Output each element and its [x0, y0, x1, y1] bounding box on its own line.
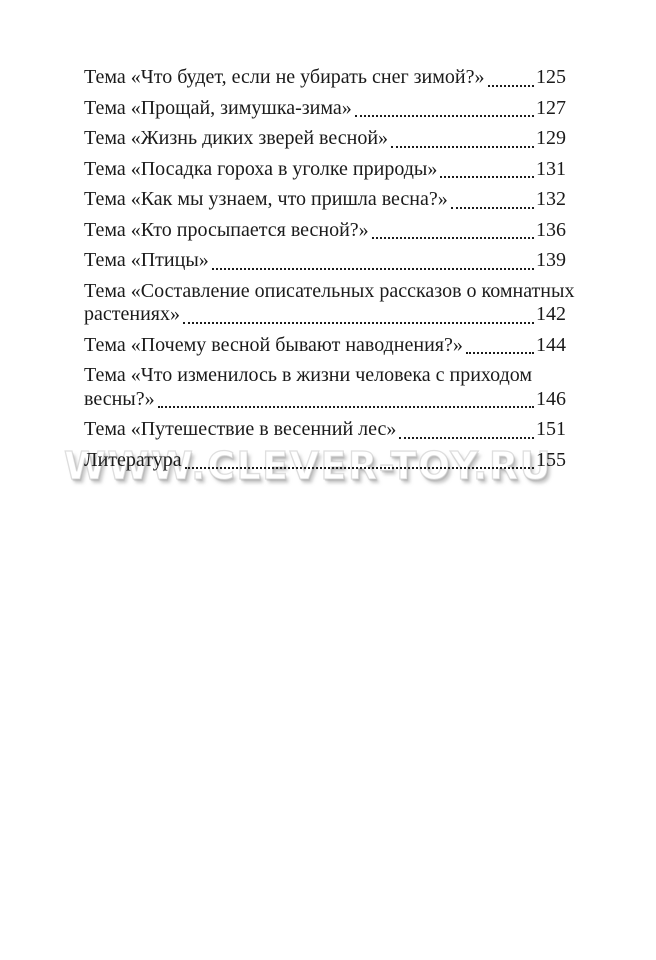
- toc-entry-row: Тема «Жизнь диких зверей весной» 129: [84, 127, 566, 151]
- toc-entry-text: Тема «Что изменилось в жизни человека с …: [84, 364, 533, 386]
- dot-leader: [180, 303, 536, 327]
- toc-entry: Тема «Птицы» 139: [84, 249, 566, 273]
- toc-entry: Тема «Посадка гороха в уголке природы» 13…: [84, 158, 566, 182]
- dot-leader: [388, 127, 536, 151]
- toc-entry: Тема «Почему весной бывают наводнения?» 1…: [84, 334, 566, 358]
- toc-entry-row: Тема «Путешествие в весенний лес» 151: [84, 418, 566, 442]
- toc-entry-text: Тема «Путешествие в весенний лес»: [84, 418, 397, 440]
- toc-entry-row: Тема «Посадка гороха в уголке природы» 13…: [84, 158, 566, 182]
- toc-entry-text: Литература: [84, 448, 182, 471]
- toc-entry: Тема «Составление описательных рассказов…: [84, 279, 575, 327]
- dot-leader: [396, 418, 536, 442]
- toc-entry-text: весны?»: [84, 387, 155, 410]
- dot-leader: [448, 188, 536, 212]
- toc-entry: Литература 155: [84, 449, 566, 473]
- page-number: 125: [536, 66, 566, 88]
- toc-entry-text: Тема «Составление описательных рассказов…: [84, 279, 575, 302]
- dot-leader: [209, 249, 536, 273]
- toc-entry-row: Тема «Кто просыпается весной?» 136: [84, 219, 566, 243]
- page-number: 151: [536, 418, 566, 440]
- page-number: 136: [536, 218, 566, 241]
- toc-entry-row: Литература 155: [84, 449, 566, 473]
- toc-entry: Тема «Что изменилось в жизни человека с …: [84, 364, 566, 411]
- toc-entry-text: Тема «Жизнь диких зверей весной»: [84, 127, 389, 149]
- dot-leader: [437, 158, 536, 182]
- page-number: 142: [536, 303, 566, 325]
- table-of-contents: Тема «Что будет, если не убирать снег зи…: [0, 0, 656, 472]
- toc-entry-text: Тема «Прощай, зимушка-зима»: [84, 96, 352, 119]
- toc-entry-text: растениях»: [84, 303, 180, 325]
- toc-entry: Тема «Жизнь диких зверей весной» 129: [84, 127, 566, 151]
- page-number: 131: [536, 157, 566, 180]
- page-number: 127: [536, 96, 566, 119]
- page-number: 146: [536, 387, 566, 410]
- toc-entry-row: Тема «Почему весной бывают наводнения?» 1…: [84, 334, 566, 358]
- toc-entry: Тема «Что будет, если не убирать снег зи…: [84, 66, 566, 90]
- dot-leader: [463, 334, 536, 358]
- page-number: 132: [536, 188, 566, 210]
- toc-entry-row: Тема «Птицы» 139: [84, 249, 566, 273]
- watermark-text: WWW.CLEVER-TOY.RU: [63, 444, 553, 488]
- dot-leader: [352, 97, 536, 121]
- toc-entry-row: Тема «Что будет, если не убирать снег зи…: [84, 66, 566, 90]
- toc-entry-text: Тема «Посадка гороха в уголке природы»: [84, 157, 438, 180]
- page-number: 155: [536, 448, 566, 471]
- toc-entry-text: Тема «Почему весной бывают наводнения?»: [84, 333, 463, 356]
- toc-entry: Тема «Как мы узнаем, что пришла весна?» 1…: [84, 188, 566, 212]
- toc-entry-row: Тема «Прощай, зимушка-зима» 127: [84, 97, 566, 121]
- toc-entry-text: Тема «Как мы узнаем, что пришла весна?»: [84, 188, 448, 210]
- toc-entry-row: Тема «Как мы узнаем, что пришла весна?» 1…: [84, 188, 566, 212]
- dot-leader: [485, 66, 537, 90]
- page-number: 129: [536, 127, 566, 149]
- dot-leader: [369, 219, 536, 243]
- page-number: 144: [536, 333, 566, 356]
- dot-leader: [155, 388, 536, 412]
- toc-entry-text: Тема «Птицы»: [84, 249, 209, 271]
- toc-entry-text: Тема «Что будет, если не убирать снег зи…: [84, 66, 485, 88]
- dot-leader: [182, 449, 536, 473]
- toc-entry-text: Тема «Кто просыпается весной?»: [84, 218, 369, 241]
- toc-entry: Тема «Путешествие в весенний лес» 151: [84, 418, 566, 442]
- toc-entry: Тема «Кто просыпается весной?» 136: [84, 219, 566, 243]
- toc-entry-row: растениях» 142: [84, 303, 566, 327]
- page-number: 139: [536, 249, 566, 271]
- toc-entry: Тема «Прощай, зимушка-зима» 127: [84, 97, 566, 121]
- toc-entry-row: весны?» 146: [84, 388, 566, 412]
